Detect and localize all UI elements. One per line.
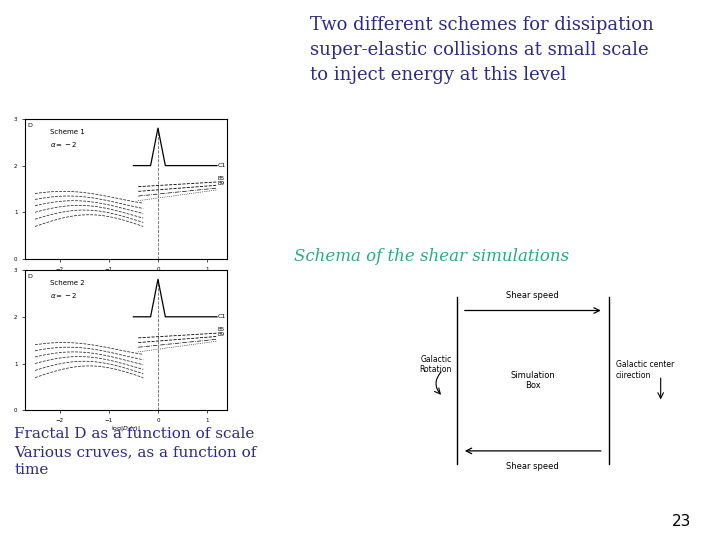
Text: Simulation
Box: Simulation Box (510, 371, 555, 390)
Text: Schema of the shear simulations: Schema of the shear simulations (294, 248, 570, 265)
Text: Two different schemes for dissipation
super-elastic collisions at small scale
to: Two different schemes for dissipation su… (310, 16, 653, 84)
Text: B9: B9 (218, 332, 225, 337)
X-axis label: $\log|D_s(r)|$: $\log|D_s(r)|$ (111, 273, 141, 282)
Text: C1: C1 (218, 314, 226, 319)
Text: C1: C1 (218, 163, 226, 168)
Text: Galactic center
ciirection: Galactic center ciirection (616, 360, 674, 380)
Text: Fractal D as a function of scale
Various cruves, as a function of
time: Fractal D as a function of scale Various… (14, 427, 257, 477)
Text: 23: 23 (672, 514, 691, 529)
Text: D: D (27, 123, 32, 127)
Text: Scheme 2: Scheme 2 (50, 280, 84, 286)
Text: B5: B5 (218, 327, 225, 333)
Text: Galactic
Rotation: Galactic Rotation (419, 355, 451, 374)
Text: D: D (27, 274, 32, 279)
Text: $\alpha=-2$: $\alpha=-2$ (50, 291, 77, 300)
Text: B9: B9 (218, 181, 225, 186)
Text: B5: B5 (218, 176, 225, 181)
Text: $\alpha=-2$: $\alpha=-2$ (50, 140, 77, 149)
Text: Scheme 1: Scheme 1 (50, 129, 84, 135)
Text: Shear speed: Shear speed (506, 462, 559, 471)
Text: Shear speed: Shear speed (506, 291, 559, 300)
X-axis label: $\log|D_s(r)|$: $\log|D_s(r)|$ (111, 424, 141, 434)
